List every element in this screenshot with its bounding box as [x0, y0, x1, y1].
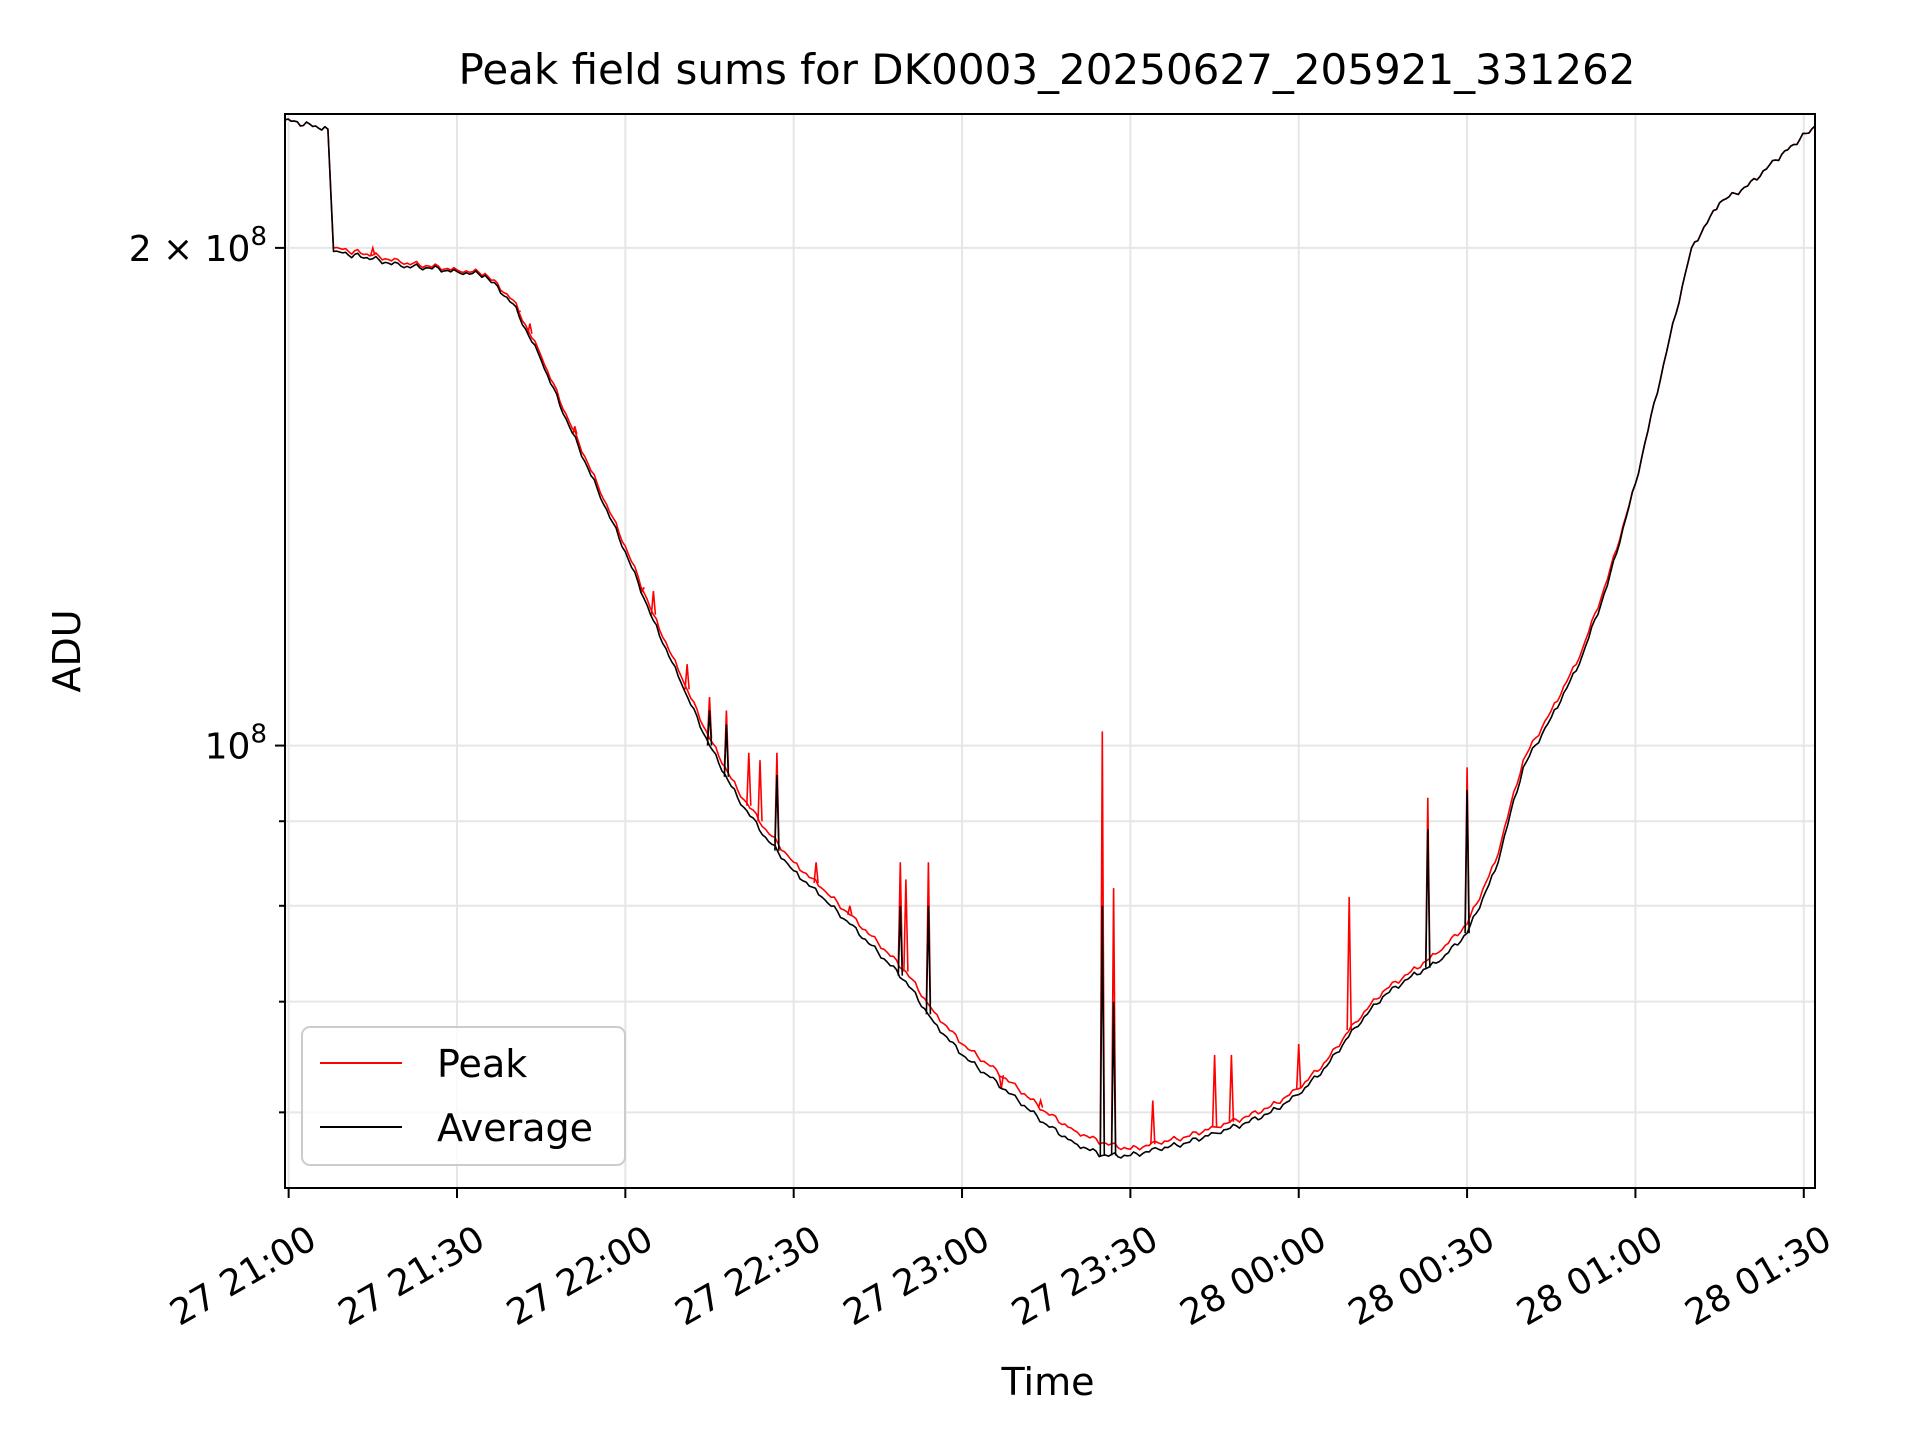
- spike-peak: [527, 323, 533, 334]
- legend-box: [301, 1026, 626, 1166]
- spike-peak: [903, 879, 909, 972]
- spike-peak: [1228, 1054, 1235, 1122]
- x-axis-label: Time: [1001, 1360, 1095, 1404]
- spike-peak: [1037, 1097, 1044, 1108]
- y-tick-label: 108: [205, 720, 267, 768]
- spike-average: [723, 724, 730, 777]
- spike-peak: [572, 426, 578, 435]
- y-tick-label-exponent: 8: [250, 222, 267, 252]
- spike-peak: [1346, 896, 1352, 1031]
- spike-peak: [847, 905, 853, 915]
- series-average: [285, 118, 1815, 1159]
- series-line-average: [285, 118, 1815, 1159]
- spike-peak: [650, 591, 657, 615]
- spike-peak: [1150, 1100, 1156, 1145]
- spike-average: [1464, 789, 1470, 934]
- spike-peak: [813, 862, 819, 883]
- spike-average: [1099, 905, 1106, 1156]
- spike-peak: [746, 752, 752, 806]
- chart-title: Peak field sums for DK0003_20250627_2059…: [458, 45, 1635, 94]
- y-tick-label-base: 10: [205, 727, 251, 768]
- grid-layer: [285, 114, 1815, 1188]
- series-layer: [285, 118, 1815, 1159]
- spike-average: [774, 774, 780, 851]
- spike-average: [925, 905, 932, 1015]
- spike-peak: [370, 244, 376, 256]
- y-tick-label-exponent: 8: [250, 720, 267, 750]
- spike-peak: [684, 664, 690, 690]
- legend-peak-label: Peak: [437, 1042, 527, 1086]
- spike-average: [706, 710, 713, 746]
- spike-average: [1110, 1001, 1117, 1156]
- spike-average: [1425, 829, 1431, 968]
- y-tick-label: 2 × 108: [129, 222, 267, 270]
- legend: Peak Average: [301, 1026, 626, 1166]
- spike-peak: [639, 586, 645, 593]
- spike-peak: [1295, 1043, 1302, 1089]
- series-line-peak: [285, 118, 1815, 1151]
- legend-average-label: Average: [437, 1106, 593, 1150]
- plot-frame: [284, 113, 1816, 1189]
- spike-average: [897, 905, 904, 976]
- y-axis-label: ADU: [45, 609, 89, 692]
- spike-peak: [1211, 1054, 1218, 1127]
- y-tick-label-base: 2 × 10: [129, 229, 251, 270]
- spike-peak: [757, 760, 763, 822]
